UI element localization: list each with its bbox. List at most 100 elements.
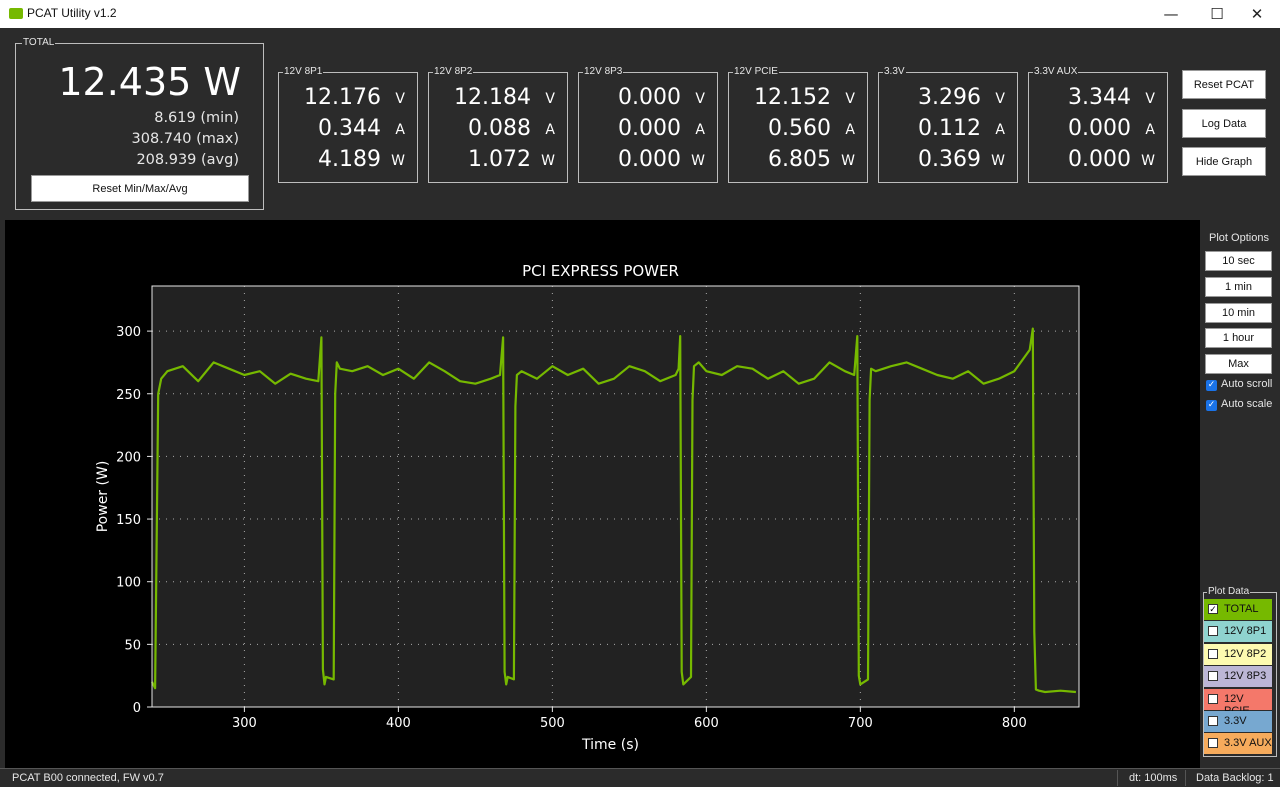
rail-watts-value: 6.805: [768, 147, 831, 172]
rail-volts-unit: V: [395, 91, 405, 107]
y-tick-label: 0: [133, 701, 141, 716]
plot-series-toggle[interactable]: 12V 8P3: [1204, 666, 1272, 688]
plot-series-toggle[interactable]: 3.3V AUX: [1204, 733, 1272, 755]
main-area: TOTAL 12.435 W 8.619 (min) 308.740 (max)…: [0, 28, 1280, 768]
rail-group: 12V 8P1 12.176 V 0.344 A 4.189 W: [278, 66, 418, 183]
rail-amps-unit: A: [545, 122, 555, 138]
rail-volts-value: 12.152: [754, 85, 831, 110]
total-power-value: 12.435 W: [58, 60, 241, 104]
rail-group: 3.3V AUX 3.344 V 0.000 A 0.000 W: [1028, 66, 1168, 183]
rail-volts-value: 0.000: [618, 85, 681, 110]
maximize-button[interactable]: ☐: [1210, 5, 1224, 23]
reset-min-max-avg-button[interactable]: Reset Min/Max/Avg: [31, 175, 249, 202]
series-label: TOTAL: [1224, 603, 1259, 615]
plot-series-toggle[interactable]: 3.3V: [1204, 711, 1272, 732]
rail-amps-unit: A: [695, 122, 705, 138]
total-group: TOTAL 12.435 W 8.619 (min) 308.740 (max)…: [15, 37, 264, 210]
plot-panel: 300 400 500 600 700 800 0 50 100 150 200 250 300 PCI …: [5, 220, 1200, 768]
close-button[interactable]: ✕: [1250, 5, 1264, 23]
series-checkbox[interactable]: ✓: [1208, 604, 1218, 614]
rail-volts-value: 3.344: [1068, 85, 1131, 110]
plot-data-group: Plot Data: [1203, 586, 1277, 757]
log-data-button[interactable]: Log Data: [1182, 109, 1266, 138]
series-checkbox[interactable]: [1208, 738, 1218, 749]
rail-amps-unit: A: [995, 122, 1005, 138]
plot-range-button[interactable]: 1 min: [1205, 276, 1272, 297]
plot-range-button[interactable]: 10 sec: [1205, 251, 1272, 271]
power-chart: 300 400 500 600 700 800 0 50 100 150 200 250 300 PCI …: [95, 262, 1080, 753]
rail-volts-value: 12.176: [304, 85, 381, 110]
plot-frame: [151, 285, 1080, 708]
plot-area: [152, 286, 1079, 707]
auto-scale-label: Auto scale: [1221, 398, 1273, 410]
y-tick-label: 300: [116, 325, 141, 340]
y-tick-label: 100: [116, 576, 141, 591]
auto-scroll-label: Auto scroll: [1221, 378, 1273, 390]
minimize-button[interactable]: —: [1163, 5, 1179, 23]
rail-group: 12V 8P2 12.184 V 0.088 A 1.072 W: [428, 66, 568, 183]
rail-legend: 3.3V: [883, 66, 906, 78]
plot-range-button[interactable]: 10 min: [1205, 302, 1272, 323]
plot-series-toggle[interactable]: ✓ TOTAL: [1204, 599, 1272, 620]
chart-title: PCI EXPRESS POWER: [522, 262, 679, 280]
auto-scroll-checkbox[interactable]: ✓: [1206, 380, 1217, 391]
rail-amps-unit: A: [845, 122, 855, 138]
reset-pcat-button[interactable]: Reset PCAT: [1182, 70, 1266, 99]
series-checkbox[interactable]: [1208, 693, 1218, 704]
rail-amps-value: 0.560: [768, 116, 831, 141]
y-tick-label: 200: [116, 450, 141, 465]
plot-series-toggle[interactable]: 12V PCIE: [1204, 688, 1272, 717]
rail-legend: 3.3V AUX: [1033, 66, 1079, 78]
series-checkbox[interactable]: [1208, 648, 1218, 659]
rail-watts-unit: W: [841, 153, 855, 169]
plot-options-title: Plot Options: [1209, 232, 1269, 244]
plot-series-toggle[interactable]: 12V 8P2: [1204, 643, 1272, 665]
rail-group: 3.3V 3.296 V 0.112 A 0.369 W: [878, 66, 1018, 183]
series-checkbox[interactable]: [1208, 716, 1218, 726]
rail-amps-value: 0.000: [1068, 116, 1131, 141]
x-tick-label: 700: [848, 716, 873, 731]
series-label: 12V 8P1: [1224, 625, 1267, 638]
y-tick-label: 50: [124, 638, 141, 653]
rail-watts-value: 0.000: [618, 147, 681, 172]
hide-graph-button[interactable]: Hide Graph: [1182, 147, 1266, 176]
rail-volts-unit: V: [545, 91, 555, 107]
rail-volts-unit: V: [695, 91, 705, 107]
total-min-value: 8.619 (min): [154, 110, 239, 126]
rail-amps-value: 0.344: [318, 116, 381, 141]
rail-volts-unit: V: [845, 91, 855, 107]
status-divider: [1117, 770, 1118, 786]
x-tick-label: 400: [386, 716, 411, 731]
auto-scale-checkbox[interactable]: ✓: [1206, 400, 1217, 411]
plot-range-button[interactable]: 1 hour: [1205, 328, 1272, 349]
side-panel: Plot Options 10 sec 1 min 10 min 1 hour Max …: [1200, 220, 1280, 768]
x-tick-label: 500: [540, 716, 565, 731]
x-tick-label: 300: [232, 716, 257, 731]
rail-volts-value: 12.184: [454, 85, 531, 110]
series-line-total: [151, 327, 1076, 694]
series-checkbox[interactable]: [1208, 626, 1218, 637]
rail-watts-unit: W: [1141, 153, 1155, 169]
x-tick-label: 600: [694, 716, 719, 731]
rail-volts-unit: V: [1145, 91, 1155, 107]
rail-watts-value: 0.000: [1068, 147, 1131, 172]
rail-amps-value: 0.000: [618, 116, 681, 141]
rail-volts-unit: V: [995, 91, 1005, 107]
rail-legend: 12V PCIE: [733, 66, 779, 78]
plot-data-legend: Plot Data: [1207, 586, 1251, 598]
rail-legend: 12V 8P2: [433, 66, 474, 78]
rail-watts-value: 0.369: [918, 147, 981, 172]
series-label: 12V 8P3: [1224, 670, 1267, 683]
connection-status: PCAT B00 connected, FW v0.7: [12, 772, 164, 784]
series-label: 12V 8P2: [1224, 647, 1267, 660]
rail-volts-value: 3.296: [918, 85, 981, 110]
plot-series-toggle[interactable]: 12V 8P1: [1204, 621, 1272, 643]
rail-watts-value: 1.072: [468, 147, 531, 172]
rail-watts-value: 4.189: [318, 147, 381, 172]
series-checkbox[interactable]: [1208, 671, 1218, 682]
series-label: 3.3V: [1224, 715, 1247, 727]
y-tick-label: 150: [116, 513, 141, 528]
total-legend: TOTAL: [22, 37, 56, 49]
plot-range-button[interactable]: Max: [1205, 354, 1272, 375]
y-tick-label: 250: [116, 388, 141, 403]
